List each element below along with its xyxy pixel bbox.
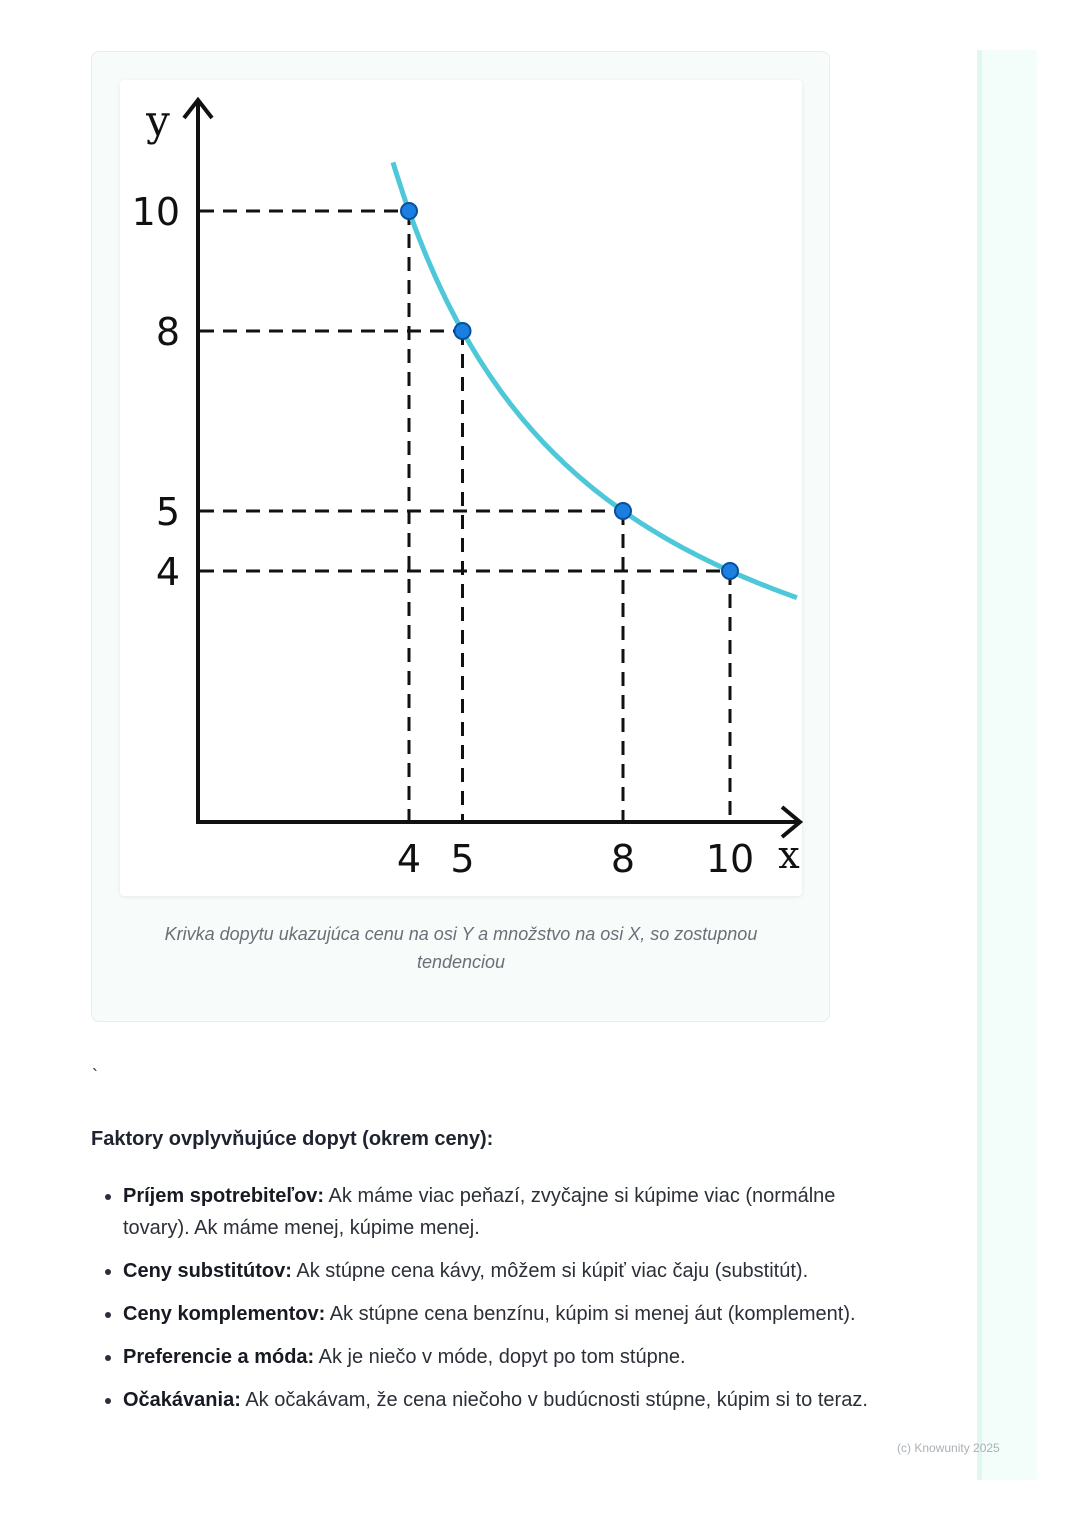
item-text: Ak je niečo v móde, dopyt po tom stúpne. [314, 1346, 686, 1368]
section-heading: Faktory ovplyvňujúce dopyt (okrem ceny): [91, 1128, 494, 1150]
y-tick-label: 10 [132, 190, 180, 234]
y-axis-label: y [145, 96, 170, 145]
item-term: Ceny komplementov: [123, 1303, 326, 1325]
x-tick-label: 8 [611, 837, 635, 881]
demand-curve-chart [120, 80, 802, 896]
x-axis-arrow-icon [780, 805, 804, 839]
list-item: Preferencie a móda: Ak je niečo v móde, … [123, 1341, 868, 1373]
item-text: Ak stúpne cena kávy, môžem si kúpiť viac… [291, 1260, 809, 1282]
item-term: Preferencie a móda: [123, 1346, 315, 1368]
data-point [614, 502, 632, 520]
factor-list: Príjem spotrebiteľov: Ak máme viac peňaz… [91, 1180, 868, 1427]
list-item: Príjem spotrebiteľov: Ak máme viac peňaz… [123, 1180, 868, 1244]
x-axis-label: x [778, 833, 799, 877]
x-tick-label: 5 [450, 837, 474, 881]
item-term: Očakávania: [123, 1389, 241, 1411]
x-tick-label: 10 [706, 837, 754, 881]
right-sidebar [977, 50, 1037, 1480]
item-text: Ak máme viac peňazí, zvyčajne si kúpime … [123, 1185, 836, 1239]
demand-curve [390, 161, 798, 601]
watermark: (c) Knowunity 2025 [897, 1441, 1000, 1455]
item-text: Ak stúpne cena benzínu, kúpim si menej á… [325, 1303, 856, 1325]
stray-mark: ` [92, 1066, 98, 1086]
y-tick-label: 8 [156, 310, 180, 354]
item-term: Ceny substitútov: [123, 1260, 292, 1282]
item-text: Ak očakávam, že cena niečoho v budúcnost… [240, 1389, 868, 1411]
data-point [400, 202, 418, 220]
y-tick-label: 4 [156, 550, 180, 594]
list-item: Ceny substitútov: Ak stúpne cena kávy, m… [123, 1255, 868, 1287]
item-term: Príjem spotrebiteľov: [123, 1185, 325, 1207]
figure-caption: Krivka dopytu ukazujúca cenu na osi Y a … [164, 924, 758, 972]
list-item: Ceny komplementov: Ak stúpne cena benzín… [123, 1298, 868, 1330]
data-point [453, 322, 472, 340]
y-axis-arrow-icon [182, 96, 214, 120]
data-point [721, 562, 739, 580]
x-tick-label: 4 [397, 837, 421, 881]
y-tick-label: 5 [156, 490, 180, 534]
list-item: Očakávania: Ak očakávam, že cena niečoho… [123, 1384, 868, 1416]
